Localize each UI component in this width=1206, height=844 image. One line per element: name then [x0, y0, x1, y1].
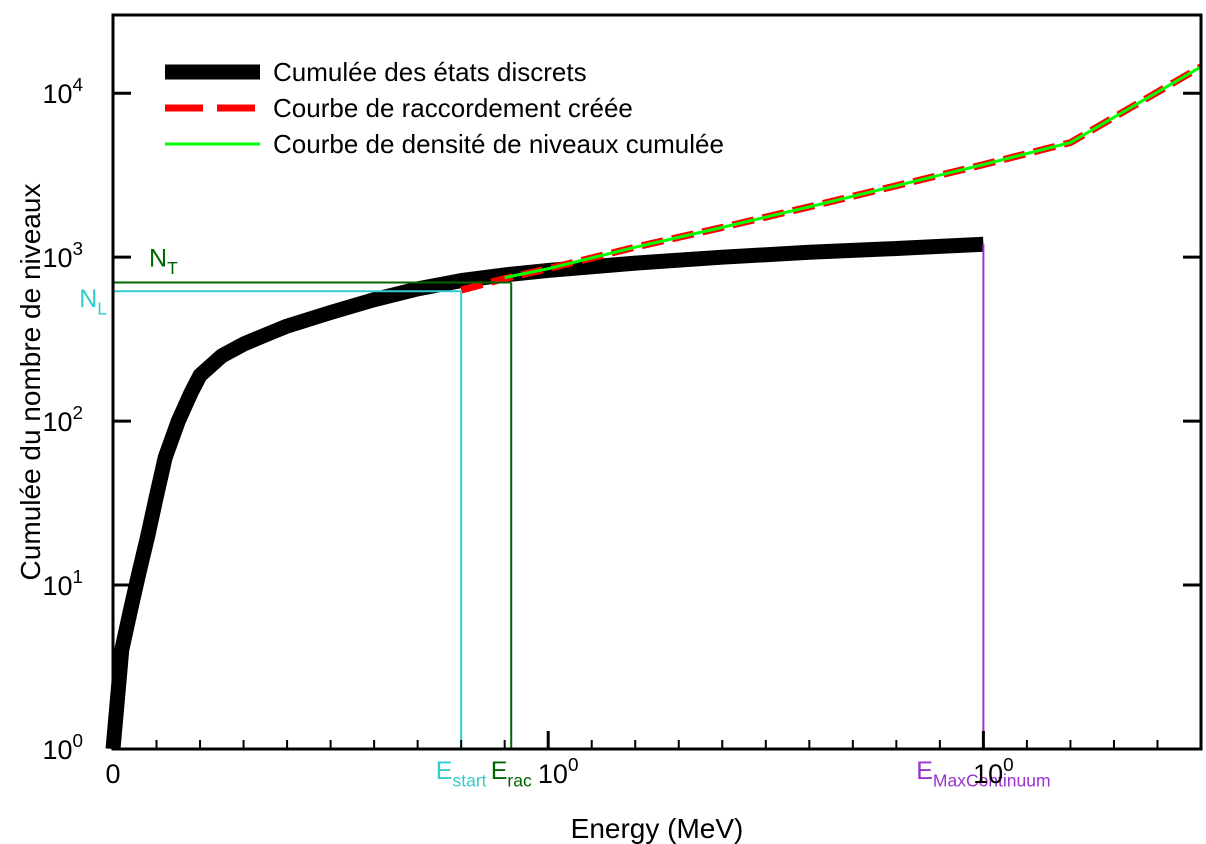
marker-x-label-2: EMaxContinuum: [916, 757, 1050, 791]
legend-label-0: Cumulée des états discrets: [273, 57, 587, 87]
y-tick-label-0: 100: [42, 731, 83, 765]
series-line-0: [105, 236, 984, 750]
y-axis-label: Cumulée du nombre de niveaux: [15, 184, 46, 581]
y-tick-label-2: 102: [42, 403, 83, 437]
marker-x-label-0: Estart: [436, 757, 487, 791]
tick-layer: 0 100 100 100 101 102 103 104: [42, 75, 1201, 789]
legend: Cumulée des états discrets Courbe de racc…: [165, 57, 724, 159]
legend-label-1: Courbe de raccordement créée: [273, 93, 633, 123]
marker-y-label-1: NT: [149, 245, 178, 279]
marker-layer: Estart NL Erac NT EMaxContinuum: [79, 244, 1051, 791]
x-tick-label-2: 100: [973, 755, 1014, 789]
legend-label-2: Courbe de densité de niveaux cumulée: [273, 129, 724, 159]
y-tick-label-1: 101: [42, 567, 83, 601]
marker-y-label-0: NL: [79, 285, 107, 319]
series-layer: [105, 63, 1203, 750]
series-line-2: [504, 65, 1202, 280]
x-tick-label-1: 100: [538, 755, 579, 789]
x-axis-label: Energy (MeV): [571, 813, 744, 844]
x-tick-label-0: 0: [105, 759, 120, 789]
y-tick-label-3: 103: [42, 239, 83, 273]
marker-x-label-1: Erac: [491, 757, 532, 791]
y-tick-label-4: 104: [42, 75, 83, 109]
plot-frame: [111, 13, 1203, 751]
